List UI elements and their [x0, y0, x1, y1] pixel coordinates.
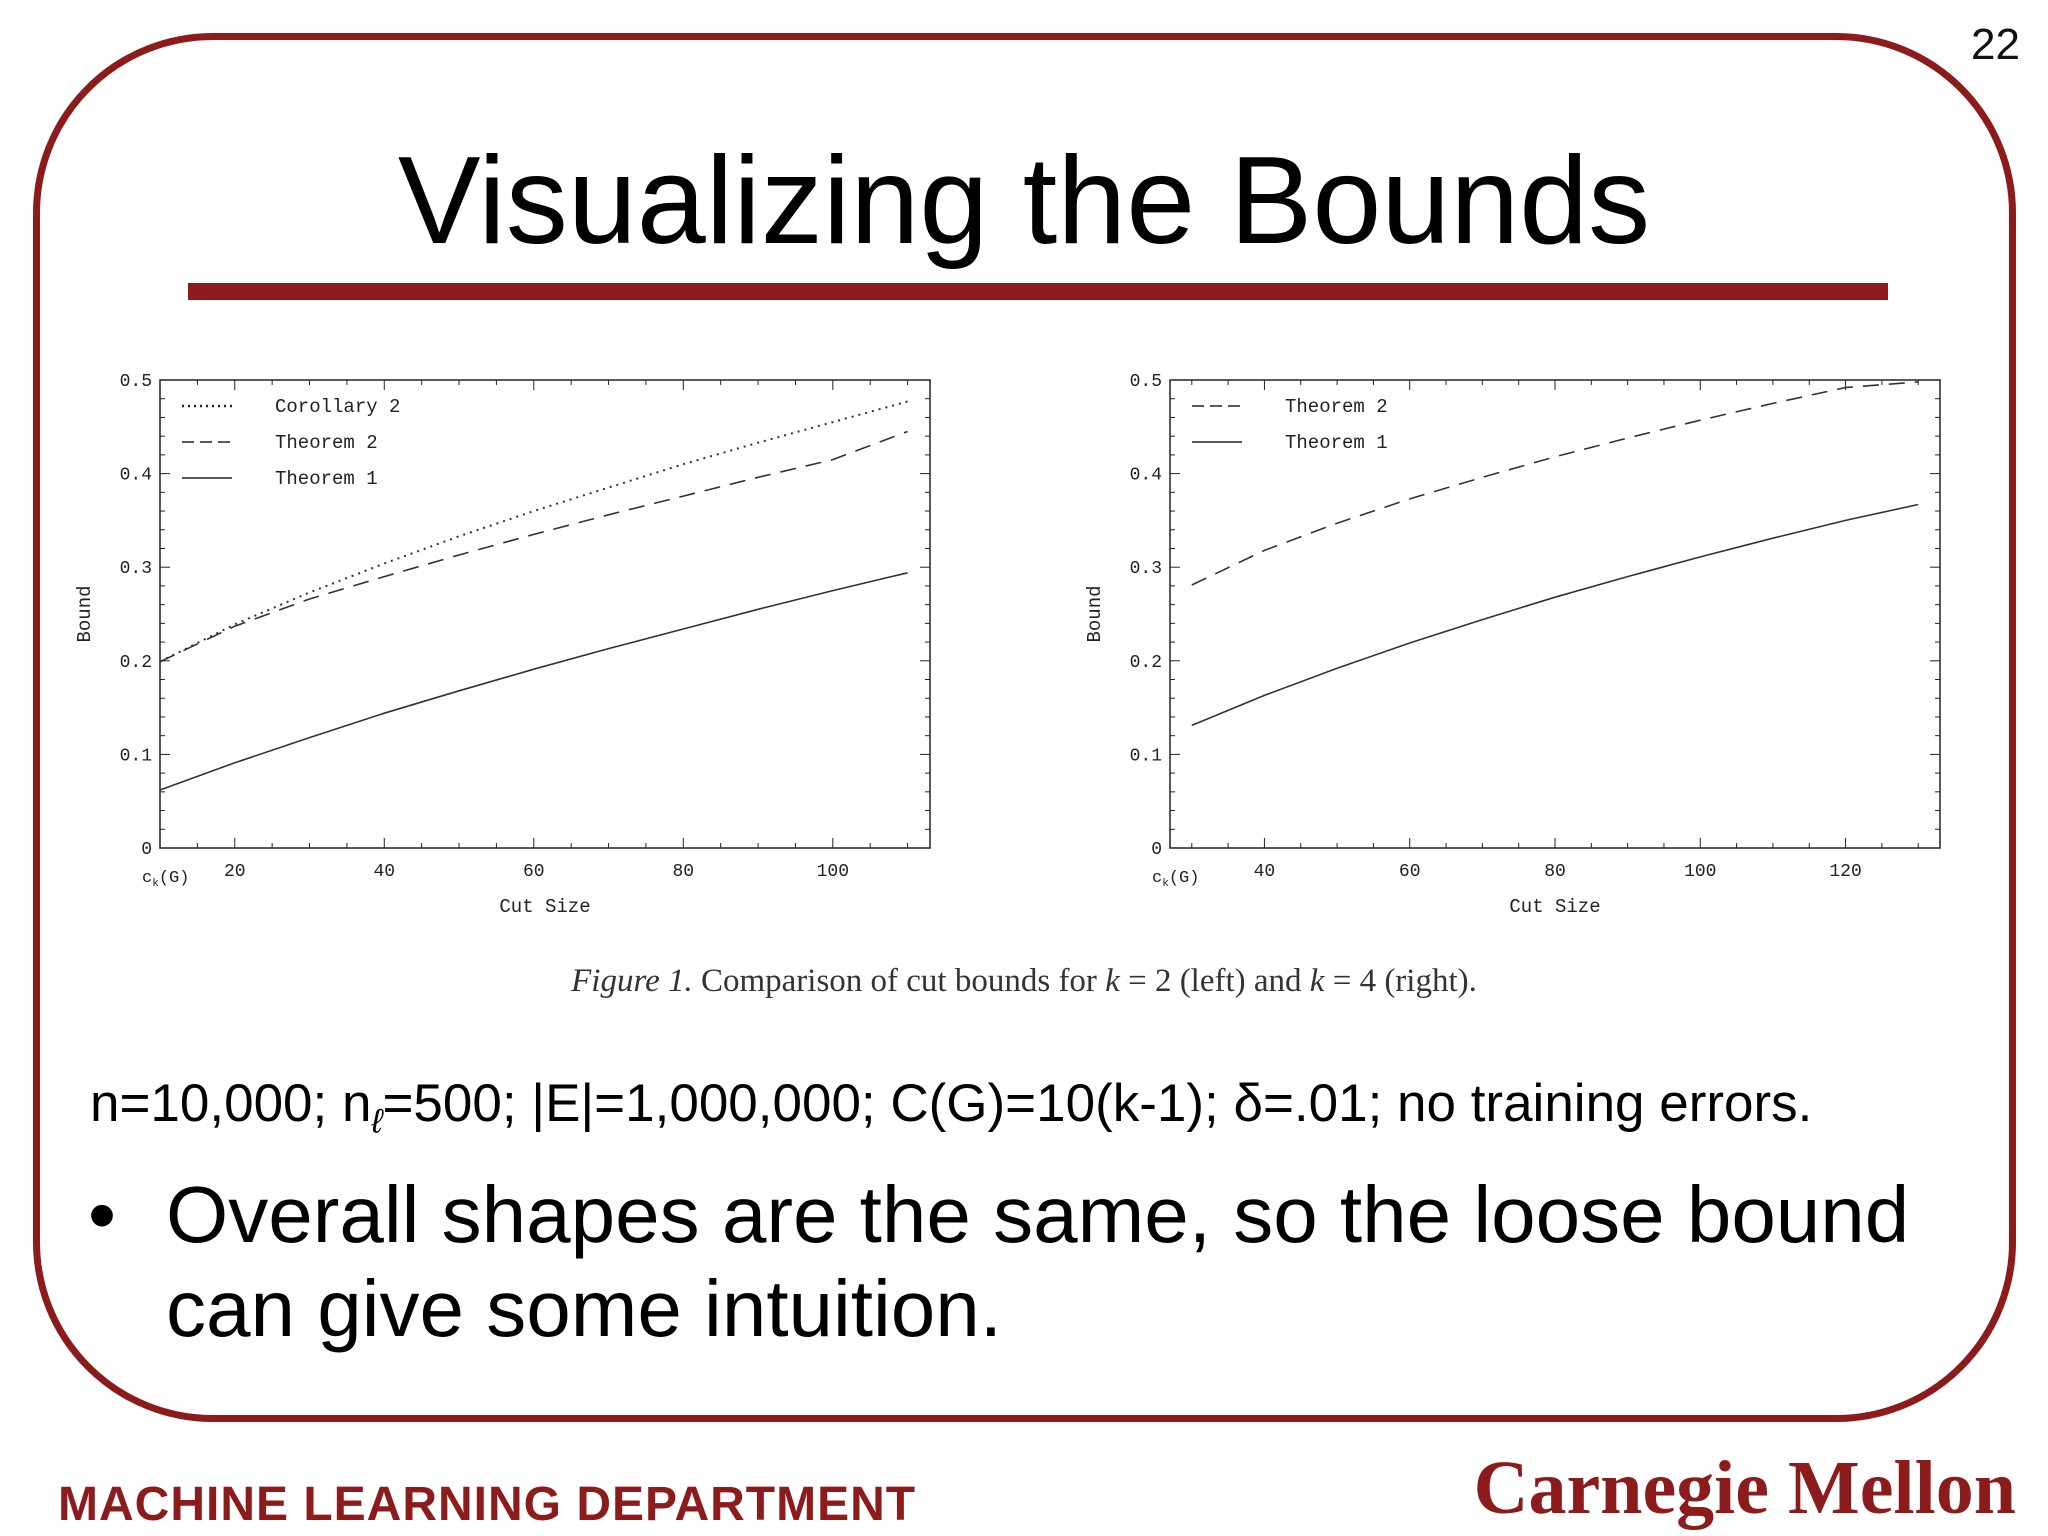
- y-tick-label: 0.4: [1130, 466, 1162, 486]
- series-line-theorem-2: [1191, 381, 1919, 586]
- y-tick-label: 0.4: [120, 466, 152, 486]
- slide-frame: [33, 33, 2016, 1422]
- caption-figure-label: Figure 1.: [571, 963, 693, 999]
- plot-frame: [159, 379, 931, 849]
- params-part1: n=10,000; n: [90, 1074, 372, 1133]
- bullet-symbol: •: [88, 1170, 117, 1259]
- x-axis-label: Cut Size: [499, 896, 590, 918]
- legend-label: Corollary 2: [275, 396, 400, 418]
- y-axis-label: Bound: [1084, 585, 1106, 642]
- chart-left: 0 0.1 0.2 0.3 0.4 0.5 20 40 60 80 100 ck(G) Cut Size…: [60, 360, 960, 930]
- y-axis-label: Bound: [74, 585, 96, 642]
- x-origin-label-rest: (G): [1169, 869, 1200, 888]
- params-part2: =500; |E|=1,000,000; C(G)=10(k-1); δ=.01…: [382, 1074, 1813, 1133]
- x-axis-label: Cut Size: [1509, 896, 1600, 918]
- caption-text-pre: Comparison of cut bounds for: [700, 963, 1106, 999]
- slide-number: 22: [1971, 20, 2020, 69]
- title-underline: [188, 283, 1888, 300]
- x-tick-label: 100: [817, 862, 849, 882]
- y-tick-label: 0: [1151, 840, 1162, 860]
- params-subscript: ℓ: [371, 1102, 383, 1141]
- legend-label: Theorem 1: [1285, 432, 1388, 454]
- caption-k1: k: [1105, 963, 1120, 999]
- series-line-theorem-1: [1191, 503, 1919, 727]
- legend-label: Theorem 2: [1285, 396, 1388, 418]
- series-line-theorem-2: [159, 430, 908, 663]
- y-tick-label: 0.3: [1130, 559, 1162, 579]
- x-tick-label: 20: [224, 862, 246, 882]
- x-tick-label: 40: [1254, 862, 1276, 882]
- x-origin-label-sub: k: [1162, 878, 1169, 890]
- y-tick-label: 0.2: [120, 653, 152, 673]
- x-tick-label: 60: [1399, 862, 1421, 882]
- x-origin-label-rest: (G): [159, 869, 190, 888]
- university-logo: Carnegie Mellon: [1473, 1446, 2016, 1530]
- y-tick-label: 0.5: [120, 372, 152, 392]
- x-tick-label: 60: [523, 862, 545, 882]
- chart-right: 0 0.1 0.2 0.3 0.4 0.5 40 60 80 100 120 ck(G) Cut Siz…: [1070, 360, 1970, 930]
- x-tick-label: 100: [1684, 862, 1716, 882]
- y-tick-label: 0.2: [1130, 653, 1162, 673]
- footer-department: MACHINE LEARNING DEPARTMENT: [58, 1478, 917, 1531]
- chart-right-svg: 0 0.1 0.2 0.3 0.4 0.5 40 60 80 100 120 ck(G) Cut Siz…: [1084, 372, 1941, 918]
- x-tick-label: 40: [373, 862, 395, 882]
- caption-eq2: = 4 (right).: [1324, 963, 1477, 999]
- legend-label: Theorem 1: [275, 468, 378, 490]
- y-tick-label: 0.3: [120, 559, 152, 579]
- legend-label: Theorem 2: [275, 432, 378, 454]
- chart-left-svg: 0 0.1 0.2 0.3 0.4 0.5 20 40 60 80 100 ck(G) Cut Size…: [74, 372, 931, 918]
- y-tick-label: 0.1: [120, 746, 152, 766]
- x-tick-label: 120: [1829, 862, 1861, 882]
- y-tick-label: 0: [141, 840, 152, 860]
- series-line-theorem-1: [159, 572, 908, 791]
- slide-title: Visualizing the Bounds: [397, 132, 1651, 270]
- figure-caption: Figure 1. Comparison of cut bounds for k…: [0, 963, 2048, 1000]
- bullet-item: • Overall shapes are the same, so the lo…: [88, 1168, 1948, 1356]
- y-tick-label: 0.5: [1130, 372, 1162, 392]
- x-tick-label: 80: [1544, 862, 1566, 882]
- x-origin-label: ck(G): [142, 869, 189, 890]
- x-tick-label: 80: [672, 862, 694, 882]
- parameters-line: n=10,000; nℓ=500; |E|=1,000,000; C(G)=10…: [90, 1073, 1812, 1142]
- caption-k2: k: [1309, 963, 1325, 999]
- series-line-corollary-2: [159, 400, 908, 663]
- x-origin-label-sub: k: [152, 878, 159, 890]
- y-tick-label: 0.1: [1130, 746, 1162, 766]
- x-origin-label: ck(G): [1152, 869, 1199, 890]
- caption-eq1: = 2 (left) and: [1119, 963, 1310, 999]
- bullet-text: Overall shapes are the same, so the loos…: [166, 1170, 1910, 1353]
